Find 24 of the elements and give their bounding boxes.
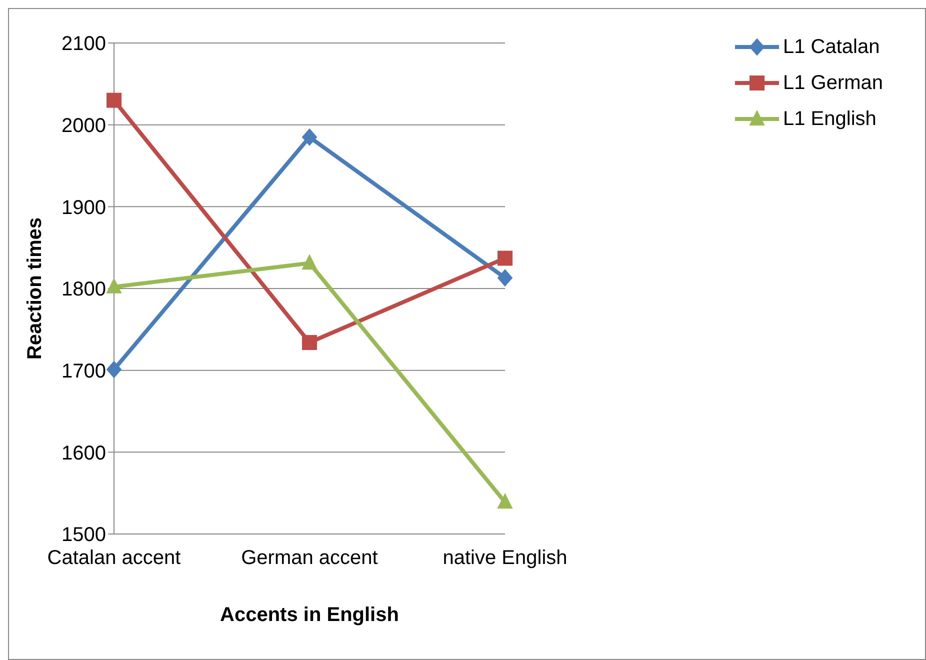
y-tick-label: 1900 — [62, 196, 106, 219]
legend-label: L1 English — [783, 108, 876, 130]
y-tick-label: 2000 — [62, 114, 106, 137]
x-axis-title: Accents in English — [220, 604, 399, 626]
x-tick-label: German accent — [241, 547, 378, 570]
point — [106, 361, 122, 378]
x-tick-label: Catalan accent — [47, 547, 182, 570]
point — [106, 278, 122, 294]
y-tick-label: 2100 — [62, 33, 106, 56]
legend-label: L1 German — [783, 72, 884, 94]
y-tick-label: 1600 — [62, 442, 106, 464]
y-axis-title: Reaction times — [24, 217, 46, 360]
point — [498, 250, 512, 266]
point — [302, 254, 317, 270]
point — [498, 269, 512, 286]
y-tick-label: 1700 — [62, 360, 106, 382]
legend-label: L1 Catalan — [783, 36, 880, 58]
x-tick-label: native English — [442, 547, 568, 570]
point — [106, 92, 122, 108]
point — [498, 494, 512, 509]
point — [302, 128, 317, 146]
point — [302, 335, 317, 350]
y-tick-label: 1800 — [62, 278, 106, 301]
y-tick-label: 1500 — [62, 524, 106, 546]
